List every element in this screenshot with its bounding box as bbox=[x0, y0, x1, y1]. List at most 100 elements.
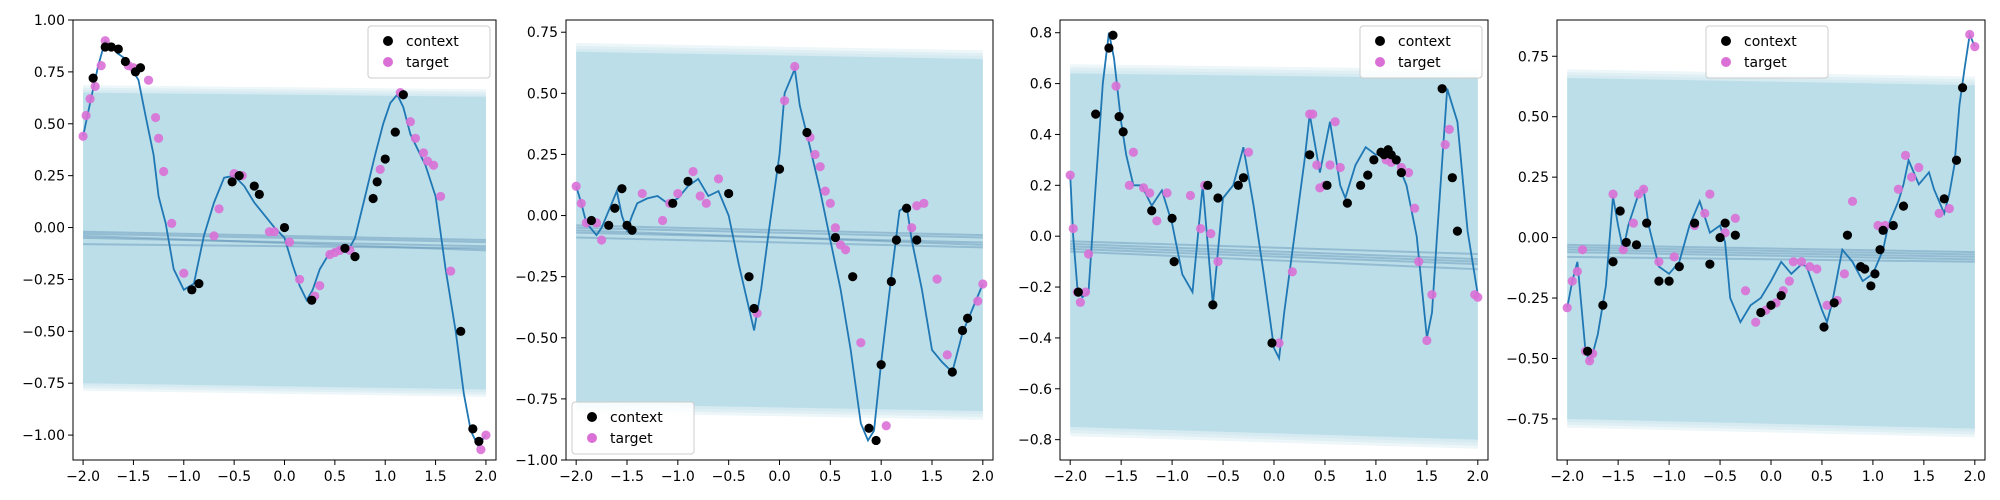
target-point bbox=[1628, 218, 1639, 228]
target-point bbox=[673, 188, 683, 199]
context-point bbox=[254, 189, 264, 199]
context-point bbox=[1674, 261, 1684, 272]
context-point bbox=[113, 44, 123, 54]
target-point bbox=[1444, 124, 1454, 134]
context-point bbox=[1437, 84, 1447, 94]
y-tick-label: −0.50 bbox=[1506, 351, 1549, 367]
x-tick-label: 2.0 bbox=[972, 469, 994, 485]
y-tick-label: 0.25 bbox=[34, 169, 65, 185]
y-tick-label: 0.00 bbox=[34, 221, 65, 237]
target-point bbox=[1196, 223, 1206, 234]
x-tick-label: −0.5 bbox=[217, 469, 251, 485]
legend-marker-context bbox=[383, 36, 393, 46]
legend-marker-context bbox=[1375, 36, 1385, 46]
y-tick-label: −0.8 bbox=[1018, 433, 1052, 449]
sample-line-4 bbox=[1567, 255, 1975, 263]
context-point bbox=[604, 220, 614, 230]
context-point bbox=[1878, 225, 1888, 235]
target-point bbox=[942, 350, 952, 360]
y-tick-label: −0.75 bbox=[1506, 412, 1549, 428]
function-curve bbox=[1069, 32, 1479, 362]
x-tick-label: −1.5 bbox=[1601, 469, 1635, 485]
context-point bbox=[1169, 257, 1179, 267]
chart-panel-3: −2.0 −1.5 −1.0 −0.5 0.0 0.5 1.0 1.5 2.0 0.8 0.6 0.4… bbox=[1018, 19, 1489, 485]
legend-box bbox=[1359, 25, 1483, 79]
target-point bbox=[1970, 41, 1980, 52]
legend-box bbox=[1705, 25, 1829, 79]
context-point bbox=[1705, 259, 1715, 269]
x-tick-label: −2.0 bbox=[66, 469, 100, 485]
y-tick-label: −1.00 bbox=[515, 453, 558, 469]
y-tick-label: 0.50 bbox=[527, 86, 558, 102]
target-point bbox=[405, 117, 415, 127]
context-point bbox=[1238, 173, 1249, 183]
x-tick-label: 1.0 bbox=[1862, 469, 1884, 485]
x-tick-label: 1.0 bbox=[374, 469, 396, 485]
target-point bbox=[410, 133, 421, 143]
context-point bbox=[307, 295, 317, 305]
target-point bbox=[1965, 29, 1975, 40]
target-point bbox=[154, 133, 164, 143]
y-tick-label: −0.50 bbox=[22, 324, 65, 340]
target-point bbox=[1213, 257, 1223, 267]
uncertainty-band bbox=[83, 92, 486, 390]
sample-line-3 bbox=[83, 230, 486, 241]
plot-area bbox=[1562, 29, 1980, 438]
sample-line-2 bbox=[83, 236, 486, 248]
context-point bbox=[627, 225, 637, 235]
target-point bbox=[1608, 189, 1618, 199]
x-tick-label: 2.0 bbox=[1964, 469, 1986, 485]
context-point bbox=[1363, 170, 1373, 180]
target-point bbox=[815, 162, 825, 172]
context-point bbox=[1167, 213, 1177, 223]
context-point bbox=[1819, 322, 1829, 332]
context-point bbox=[1829, 298, 1839, 308]
target-point bbox=[209, 231, 219, 241]
target-point bbox=[576, 198, 586, 208]
legend-label-target: target bbox=[1398, 55, 1441, 71]
context-point bbox=[1664, 276, 1674, 286]
x-tick-label: −1.5 bbox=[1104, 469, 1138, 485]
context-point bbox=[891, 235, 902, 245]
target-point bbox=[1822, 300, 1832, 310]
context-point bbox=[1118, 127, 1128, 137]
target-point bbox=[481, 430, 491, 440]
y-tick-label: 1.00 bbox=[34, 13, 65, 29]
target-point bbox=[1138, 183, 1149, 193]
context-point bbox=[1356, 180, 1366, 190]
target-point bbox=[1410, 203, 1420, 213]
context-point bbox=[194, 278, 204, 289]
context-point bbox=[774, 164, 785, 174]
y-tick-label: −0.75 bbox=[22, 376, 65, 392]
context-point bbox=[1452, 226, 1463, 236]
x-tick-label: 1.0 bbox=[1365, 469, 1387, 485]
context-point bbox=[848, 272, 858, 282]
context-point bbox=[1233, 180, 1243, 190]
legend-marker-context bbox=[1721, 36, 1731, 46]
context-point bbox=[668, 198, 678, 208]
context-point bbox=[1342, 198, 1352, 208]
context-point bbox=[350, 252, 360, 262]
sample-line-2 bbox=[1070, 247, 1478, 266]
target-point bbox=[1206, 229, 1216, 239]
y-tick-label: 0.00 bbox=[1518, 231, 1549, 247]
context-point bbox=[1888, 220, 1898, 231]
context-point bbox=[802, 127, 812, 138]
x-tick-label: −1.5 bbox=[610, 469, 644, 485]
context-point bbox=[106, 42, 116, 52]
sample-line-4 bbox=[83, 243, 486, 250]
sample-line-5 bbox=[83, 234, 486, 252]
x-tick-label: 0.5 bbox=[1314, 469, 1336, 485]
chart-panel-4: −2.0 −1.5 −1.0 −0.5 0.0 0.5 1.0 1.5 2.0 0.75 0.50 0… bbox=[1506, 19, 1986, 485]
context-point bbox=[1866, 281, 1876, 291]
y-tick-label: 0.50 bbox=[34, 117, 65, 133]
target-point bbox=[907, 223, 917, 233]
target-point bbox=[1944, 203, 1954, 214]
y-tick-label: −0.4 bbox=[1018, 331, 1052, 347]
target-point bbox=[1907, 172, 1917, 182]
target-point bbox=[179, 268, 189, 278]
legend-box bbox=[367, 25, 491, 79]
context-point bbox=[187, 285, 197, 295]
target-point bbox=[840, 245, 851, 255]
